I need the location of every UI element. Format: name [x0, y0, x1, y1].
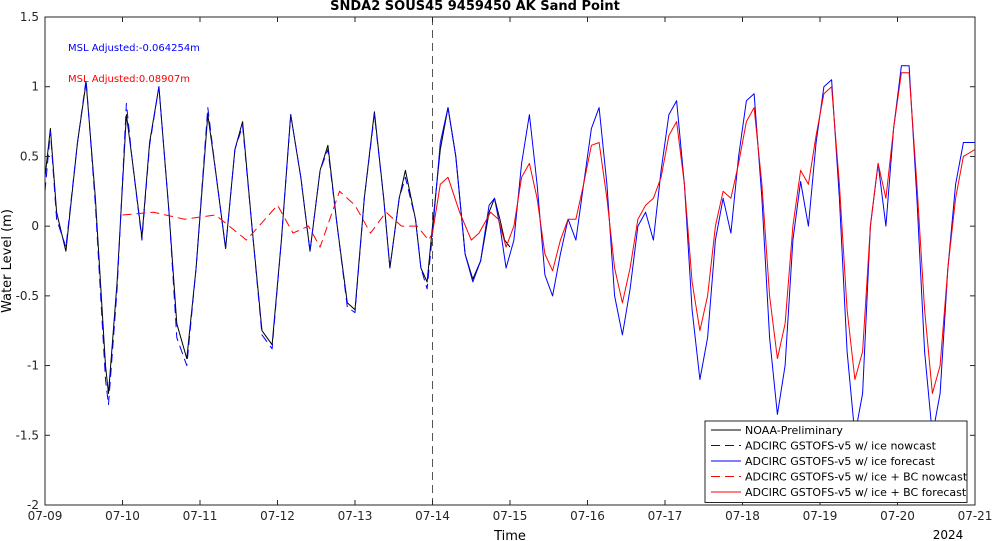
x-tick-label: 07-13	[338, 509, 373, 523]
legend-label-3: ADCIRC GSTOFS-v5 w/ ice forecast	[745, 455, 936, 468]
series-line-4	[122, 190, 433, 248]
legend-label-2: ADCIRC GSTOFS-v5 w/ ice nowcast	[745, 440, 937, 453]
y-tick-label: 0	[31, 219, 39, 233]
y-axis-label: Water Level (m)	[0, 209, 15, 313]
y-tick-label: -1	[27, 359, 39, 373]
msl-adjusted-red: MSL Adjusted:0.08907m	[68, 74, 190, 85]
x-tick-label: 07-11	[183, 509, 218, 523]
y-tick-label: -2	[27, 498, 39, 512]
x-axis-label: Time	[493, 529, 526, 541]
x-tick-label: 07-09	[28, 509, 63, 523]
plot-area: 07-09 07-10 07-11 07-12 07-13 07-14 07-15 07-16…	[16, 10, 992, 523]
chart-title: SNDA2 SOUS45 9459450 AK Sand Point	[330, 0, 620, 14]
x-tick-label: 07-21	[958, 509, 992, 523]
x-tick-label: 07-20	[880, 509, 915, 523]
x-tick-label: 07-12	[260, 509, 295, 523]
x-tick-label: 07-15	[493, 509, 528, 523]
x-tick-label: 07-14	[415, 509, 450, 523]
year-label: 2024	[933, 528, 964, 541]
y-tick-label: 1.5	[20, 10, 39, 24]
series-line-2	[44, 79, 433, 406]
y-tick-label: -1.5	[16, 428, 39, 442]
legend-label-1: NOAA-Preliminary	[745, 424, 843, 437]
series-line-1	[44, 82, 511, 394]
y-tick-label: 1	[31, 80, 39, 94]
legend: NOAA-Preliminary ADCIRC GSTOFS-v5 w/ ice …	[704, 420, 968, 503]
series-line-5	[432, 72, 976, 394]
y-tick-label: -0.5	[16, 289, 39, 303]
legend-label-5: ADCIRC GSTOFS-v5 w/ ice + BC forecast	[745, 486, 967, 499]
legend-box	[704, 420, 968, 503]
series-line-3	[432, 65, 975, 436]
x-tick-label: 07-17	[648, 509, 683, 523]
legend-label-4: ADCIRC GSTOFS-v5 w/ ice + BC nowcast	[745, 471, 968, 484]
x-tick-label: 07-19	[803, 509, 838, 523]
x-tick-label: 07-18	[725, 509, 760, 523]
x-tick-label: 07-16	[570, 509, 605, 523]
msl-adjusted-blue: MSL Adjusted:-0.064254m	[68, 43, 200, 54]
y-tick-label: 0.5	[20, 149, 39, 163]
x-tick-label: 07-10	[105, 509, 140, 523]
